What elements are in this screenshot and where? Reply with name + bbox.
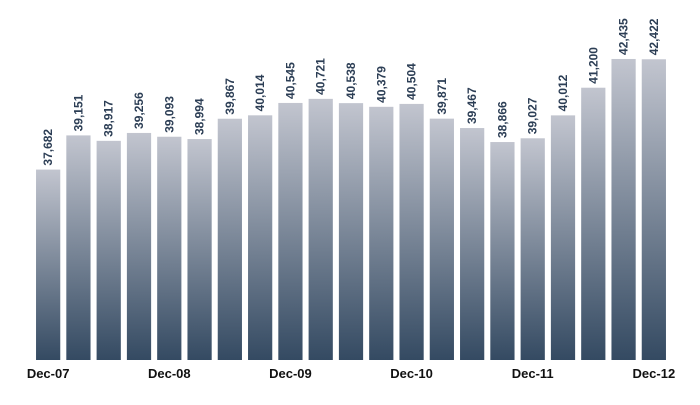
x-tick-label: Dec-10 — [390, 366, 433, 381]
x-tick-label: Dec-12 — [633, 366, 676, 381]
bar — [520, 138, 545, 360]
data-label: 39,867 — [223, 78, 237, 115]
data-label: 39,027 — [526, 97, 540, 134]
bar — [66, 135, 91, 360]
x-axis-tick-labels: Dec-07 Dec-08 Dec-09 Dec-10 Dec-11 Dec-12 — [27, 366, 675, 381]
data-label: 40,504 — [405, 63, 419, 100]
bar — [217, 118, 242, 360]
bar — [338, 103, 364, 361]
bar — [96, 140, 121, 360]
bar — [550, 115, 576, 360]
data-label: 37,682 — [41, 129, 55, 166]
data-label: 39,256 — [132, 92, 146, 129]
data-label: 40,721 — [314, 58, 328, 95]
bar — [399, 103, 424, 360]
bar — [36, 169, 61, 360]
data-label: 38,866 — [495, 101, 509, 138]
bar — [641, 59, 666, 361]
data-label: 39,151 — [71, 94, 85, 131]
bars-layer — [36, 58, 666, 361]
bar — [278, 102, 303, 360]
bar — [490, 142, 515, 360]
data-label: 40,012 — [556, 74, 570, 111]
data-label: 41,200 — [586, 47, 600, 84]
bar — [157, 136, 182, 360]
bar — [460, 128, 485, 360]
bar — [126, 132, 152, 360]
bar — [187, 139, 212, 360]
data-label: 42,435 — [617, 18, 631, 55]
data-label: 38,994 — [193, 98, 207, 135]
bar — [369, 106, 394, 360]
bar — [248, 115, 273, 360]
bar — [429, 118, 454, 360]
x-tick-label: Dec-07 — [27, 366, 70, 381]
data-label: 38,917 — [102, 100, 116, 137]
data-label: 39,871 — [435, 78, 449, 115]
data-label: 40,379 — [374, 66, 388, 103]
bar — [611, 58, 636, 360]
data-label: 40,538 — [344, 62, 358, 99]
x-tick-label: Dec-08 — [148, 366, 191, 381]
x-tick-label: Dec-09 — [269, 366, 312, 381]
data-label: 39,093 — [162, 96, 176, 133]
data-label: 40,545 — [283, 62, 297, 99]
data-label: 42,422 — [647, 18, 661, 55]
x-tick-label: Dec-11 — [512, 366, 554, 381]
data-label: 39,467 — [465, 87, 479, 124]
data-labels-layer: 37,682 39,151 38,917 39,256 39,093 38,994 39,8… — [41, 18, 661, 166]
bar — [581, 87, 606, 361]
data-label: 40,014 — [253, 74, 267, 111]
bar — [308, 98, 333, 361]
